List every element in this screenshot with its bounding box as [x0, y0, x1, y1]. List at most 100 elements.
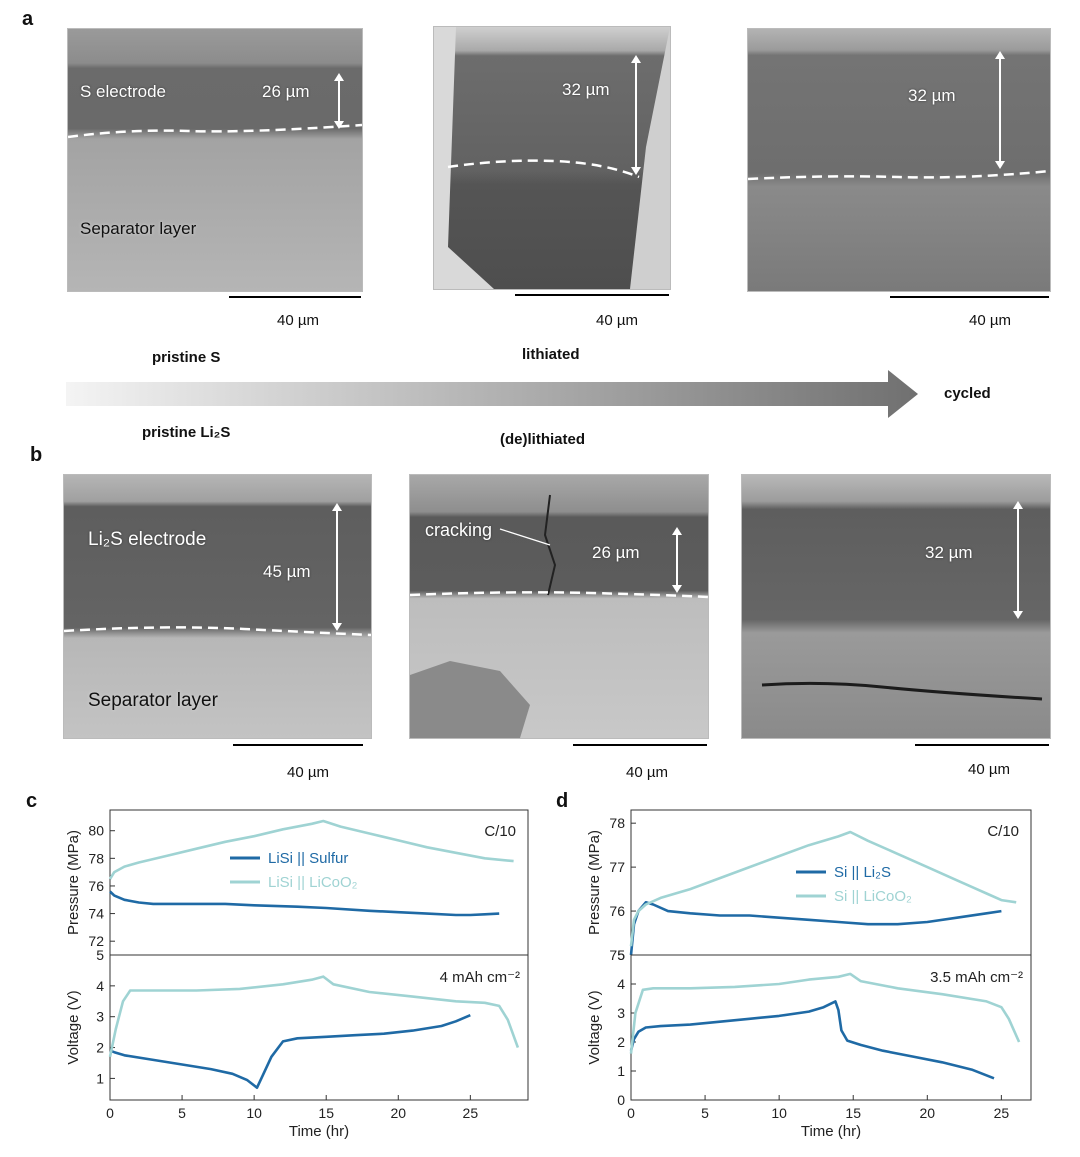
progress-arrow — [66, 370, 918, 418]
chart-d-voltage-xtick-label-2: 10 — [771, 1105, 787, 1121]
chart-c-voltage-ytick-label-0: 1 — [96, 1070, 104, 1086]
chart-c-pressure-ylabel: Pressure (MPa) — [65, 830, 82, 935]
stage-lithiated: lithiated — [522, 346, 580, 363]
scalebar-b2-label: 40 µm — [626, 764, 668, 781]
stage-cycled: cycled — [944, 385, 991, 402]
sem-image-b2 — [409, 474, 709, 739]
chart-c-voltage-series-1 — [108, 975, 520, 1058]
chart-c-pressure-ytick-label-1: 74 — [88, 906, 104, 922]
scalebar-a2-label: 40 µm — [596, 312, 638, 329]
chart-c-voltage-series-0 — [109, 1014, 471, 1089]
chart-d-pressure-plot: 75 76 77 78 Pressure (MPa) C/10 Si || Li₂S Si |… — [586, 809, 1032, 963]
chart-d-voltage-xlabel: Time (hr) — [801, 1123, 861, 1140]
chart-d-voltage-ytick-label-3: 3 — [617, 1005, 625, 1021]
chart-c-voltage-ylabel: Voltage (V) — [65, 990, 82, 1064]
chart-d-voltage-ytick-label-0: 0 — [617, 1092, 625, 1108]
chart-d-pressure-ylabel: Pressure (MPa) — [586, 830, 603, 935]
scalebar-b1 — [233, 744, 363, 746]
chart-c-voltage-xtick-label-5: 25 — [463, 1105, 479, 1121]
sem-a1-top-label: S electrode — [80, 82, 166, 101]
sem-a1-thickness: 26 µm — [262, 82, 310, 101]
chart-d-pressure-ytick-label-2: 77 — [609, 859, 625, 875]
scalebar-b3-label: 40 µm — [968, 761, 1010, 778]
chart-c-voltage-plot: 1 2 3 4 5 0 5 10 15 20 25 Time (hr) Voltage (V) 4 mAh… — [65, 947, 529, 1140]
chart-c-capacity-label: 4 mAh cm⁻² — [440, 969, 520, 986]
panel-letter-a: a — [22, 8, 34, 30]
chart-d-capacity-label: 3.5 mAh cm⁻² — [930, 969, 1023, 986]
sem-b2-thickness: 26 µm — [592, 543, 640, 562]
chart-d-voltage-xtick-label-0: 0 — [627, 1105, 635, 1121]
chart-d-voltage-series-0 — [629, 1000, 995, 1080]
chart-d-legend-label-1: Si || LiCoO₂ — [834, 888, 912, 905]
chart-c: 72 74 76 78 80 Pressure (MPa) C/10 LiSi || Sulf… — [65, 809, 529, 1140]
scalebar-a2 — [515, 294, 669, 296]
panel-letter-b: b — [30, 444, 43, 466]
sem-image-a1 — [67, 28, 363, 292]
chart-d-pressure-ytick-label-3: 78 — [609, 815, 625, 831]
sem-b1-thickness: 45 µm — [263, 562, 311, 581]
sem-b1-bottom-label: Separator layer — [88, 690, 218, 711]
chart-c-pressure-ytick-label-3: 78 — [88, 850, 104, 866]
chart-d-voltage-ylabel: Voltage (V) — [586, 990, 603, 1064]
stage-delithiated: (de)lithiated — [500, 431, 585, 448]
sem-a2-thickness: 32 µm — [562, 80, 610, 99]
chart-d-pressure-ytick-label-0: 75 — [609, 947, 625, 963]
chart-c-voltage-xtick-label-3: 15 — [318, 1105, 334, 1121]
chart-c-voltage-xtick-label-1: 5 — [178, 1105, 186, 1121]
chart-c-pressure-series-1 — [108, 819, 514, 880]
chart-c-pressure-plot: 72 74 76 78 80 Pressure (MPa) C/10 LiSi || Sulf… — [65, 809, 529, 956]
chart-d-voltage-xtick-label-1: 5 — [701, 1105, 709, 1121]
chart-c-voltage-ytick-label-4: 5 — [96, 947, 104, 963]
scalebar-b2 — [573, 744, 707, 746]
chart-d-pressure-series-1 — [629, 830, 1017, 947]
chart-c-voltage-ytick-label-1: 2 — [96, 1040, 104, 1056]
chart-c-voltage-xtick-label-2: 10 — [246, 1105, 262, 1121]
scalebar-a1 — [229, 296, 361, 298]
chart-d-pressure-series-0 — [629, 901, 1002, 956]
chart-c-pressure-ytick-label-4: 80 — [88, 823, 104, 839]
chart-d-voltage-ytick-label-1: 1 — [617, 1063, 625, 1079]
chart-d-pressure-frame — [630, 809, 1032, 956]
chart-c-voltage-ytick-label-2: 3 — [96, 1009, 104, 1025]
chart-c-pressure-ytick-label-2: 76 — [88, 878, 104, 894]
sem-image-b1 — [63, 474, 372, 739]
chart-d-voltage-xtick-label-3: 15 — [845, 1105, 861, 1121]
chart-c-voltage-frame — [109, 954, 529, 1101]
chart-d: 75 76 77 78 Pressure (MPa) C/10 Si || Li₂S Si |… — [586, 809, 1032, 1140]
sem-image-a3 — [747, 28, 1051, 292]
chart-d-legend-label-0: Si || Li₂S — [834, 864, 891, 881]
chart-c-voltage-ytick-label-3: 4 — [96, 978, 104, 994]
panel-letter-d: d — [556, 790, 569, 812]
stage-pristine-li2s: pristine Li₂S — [142, 424, 231, 441]
chart-d-voltage-frame — [630, 954, 1032, 1101]
chart-c-rate-label: C/10 — [484, 823, 516, 840]
chart-c-legend-label-1: LiSi || LiCoO₂ — [268, 874, 358, 891]
chart-c-pressure-ytick-label-0: 72 — [88, 933, 104, 949]
sem-b3-thickness: 32 µm — [925, 543, 973, 562]
chart-c-legend-label-0: LiSi || Sulfur — [268, 850, 348, 867]
panel-letter-c: c — [26, 790, 38, 812]
stage-pristine-s: pristine S — [152, 349, 221, 366]
chart-d-voltage-series-1 — [629, 972, 1021, 1054]
chart-d-voltage-ytick-label-2: 2 — [617, 1034, 625, 1050]
chart-d-pressure-ytick-label-1: 76 — [609, 903, 625, 919]
chart-d-voltage-xtick-label-5: 25 — [994, 1105, 1010, 1121]
chart-d-voltage-ytick-label-5: 5 — [617, 947, 625, 963]
chart-d-rate-label: C/10 — [987, 823, 1019, 840]
scalebar-a3-label: 40 µm — [969, 312, 1011, 329]
sem-b1-top-label: Li₂S electrode — [88, 529, 207, 550]
sem-a1-bottom-label: Separator layer — [80, 219, 197, 238]
chart-d-voltage-plot: 0 1 2 3 4 5 0 5 10 15 20 25 Time (hr) Voltage (V) 3.5 … — [586, 947, 1032, 1140]
chart-c-voltage-xtick-label-0: 0 — [106, 1105, 114, 1121]
sem-a3-thickness: 32 µm — [908, 86, 956, 105]
chart-d-voltage-ytick-label-4: 4 — [617, 976, 625, 992]
sem-image-b3 — [741, 474, 1051, 739]
scalebar-b3 — [915, 744, 1049, 746]
chart-c-pressure-series-0 — [109, 890, 500, 917]
chart-c-voltage-xlabel: Time (hr) — [289, 1123, 349, 1140]
chart-c-voltage-xtick-label-4: 20 — [390, 1105, 406, 1121]
chart-d-voltage-xtick-label-4: 20 — [920, 1105, 936, 1121]
scalebar-a1-label: 40 µm — [277, 312, 319, 329]
scalebar-a3 — [890, 296, 1049, 298]
sem-image-a2 — [433, 26, 671, 290]
